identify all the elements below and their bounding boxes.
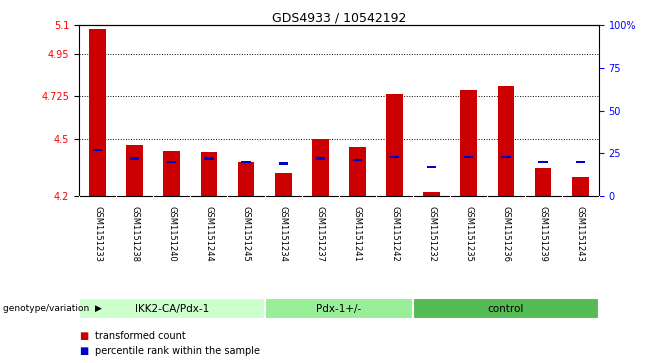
Bar bbox=[572, 177, 588, 196]
Text: GSM1151232: GSM1151232 bbox=[427, 206, 436, 262]
Bar bbox=[461, 90, 477, 196]
Text: Pdx-1+/-: Pdx-1+/- bbox=[316, 303, 361, 314]
Text: GSM1151238: GSM1151238 bbox=[130, 206, 139, 262]
Bar bbox=[423, 192, 440, 196]
Text: GSM1151245: GSM1151245 bbox=[241, 206, 251, 262]
Bar bbox=[390, 156, 399, 158]
Bar bbox=[312, 139, 328, 196]
Bar bbox=[278, 162, 288, 165]
Bar bbox=[501, 156, 511, 158]
Bar bbox=[497, 86, 515, 196]
Bar bbox=[538, 161, 547, 163]
Bar bbox=[465, 156, 473, 158]
Bar bbox=[353, 159, 362, 162]
Bar bbox=[576, 161, 585, 163]
Bar bbox=[167, 161, 176, 163]
Text: GSM1151239: GSM1151239 bbox=[539, 206, 547, 262]
Bar bbox=[241, 161, 251, 163]
Bar bbox=[201, 152, 217, 196]
Text: GSM1151237: GSM1151237 bbox=[316, 206, 325, 262]
Text: GSM1151235: GSM1151235 bbox=[465, 206, 473, 262]
Text: GSM1151233: GSM1151233 bbox=[93, 206, 102, 262]
Bar bbox=[238, 162, 255, 196]
Bar bbox=[163, 151, 180, 196]
Bar bbox=[413, 298, 599, 319]
Text: transformed count: transformed count bbox=[95, 331, 186, 341]
Bar bbox=[427, 166, 436, 168]
Bar bbox=[316, 157, 325, 160]
Text: control: control bbox=[488, 303, 524, 314]
Text: GSM1151236: GSM1151236 bbox=[501, 206, 511, 262]
Text: GSM1151240: GSM1151240 bbox=[167, 206, 176, 262]
Bar bbox=[126, 145, 143, 196]
Bar bbox=[130, 157, 139, 160]
Text: ■: ■ bbox=[79, 346, 88, 356]
Bar bbox=[265, 298, 413, 319]
Text: GSM1151244: GSM1151244 bbox=[205, 206, 213, 262]
Bar bbox=[205, 157, 213, 160]
Bar bbox=[275, 173, 291, 196]
Text: GSM1151234: GSM1151234 bbox=[279, 206, 288, 262]
Text: GSM1151242: GSM1151242 bbox=[390, 206, 399, 262]
Bar bbox=[349, 147, 366, 196]
Text: percentile rank within the sample: percentile rank within the sample bbox=[95, 346, 261, 356]
Title: GDS4933 / 10542192: GDS4933 / 10542192 bbox=[272, 11, 406, 24]
Bar bbox=[535, 168, 551, 196]
Bar bbox=[79, 298, 265, 319]
Text: genotype/variation  ▶: genotype/variation ▶ bbox=[3, 304, 102, 313]
Bar bbox=[89, 29, 106, 196]
Text: GSM1151241: GSM1151241 bbox=[353, 206, 362, 262]
Text: ■: ■ bbox=[79, 331, 88, 341]
Text: GSM1151243: GSM1151243 bbox=[576, 206, 585, 262]
Bar bbox=[93, 149, 102, 151]
Bar bbox=[386, 94, 403, 196]
Text: IKK2-CA/Pdx-1: IKK2-CA/Pdx-1 bbox=[135, 303, 209, 314]
